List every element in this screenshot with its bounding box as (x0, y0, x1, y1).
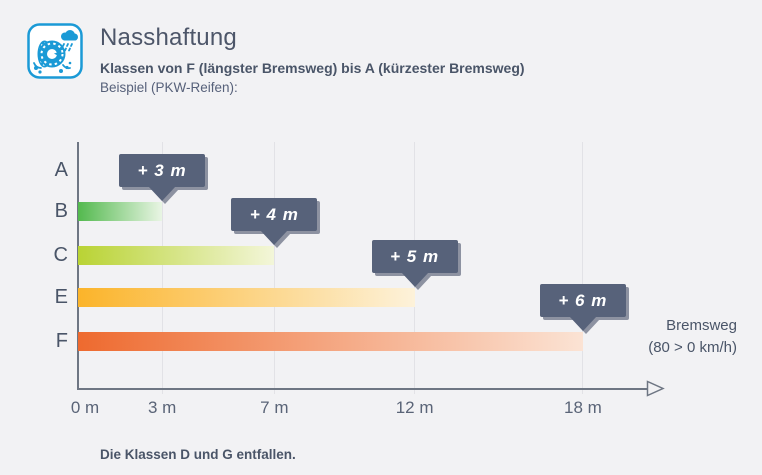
x-axis-caption-line2: (80 > 0 km/h) (648, 339, 737, 356)
chart-example-label: Beispiel (PKW-Reifen): (100, 80, 238, 95)
x-axis-line (77, 388, 648, 390)
bar-E (78, 288, 415, 307)
tooltip-B: + 3 m (119, 154, 206, 202)
chart-subtitle: Klassen von F (längster Bremsweg) bis A … (100, 60, 525, 76)
row-label-F: F (55, 330, 68, 352)
tooltip-F: + 6 m (539, 284, 626, 332)
bar-B (78, 202, 163, 221)
footer-note: Die Klassen D und G entfallen. (100, 447, 296, 462)
tooltip-E: + 5 m (371, 240, 458, 288)
tooltip-label-B: + 3 m (119, 154, 206, 187)
bar-C (78, 246, 275, 265)
tooltip-C: + 4 m (231, 198, 318, 246)
x-axis-arrow-icon (646, 380, 666, 402)
y-axis-line (77, 142, 79, 390)
x-tick-7m: 7 m (260, 398, 289, 417)
page-title: Nasshaftung (100, 24, 237, 51)
tooltip-label-F: + 6 m (539, 284, 626, 317)
x-tick-3m: 3 m (147, 398, 177, 417)
gridline-3m (161, 142, 163, 394)
row-label-C: C (53, 244, 68, 266)
tooltip-label-E: + 5 m (371, 240, 458, 273)
row-label-B: B (54, 200, 68, 222)
x-axis-caption-line1: Bremsweg (666, 317, 737, 334)
gridline-7m (273, 142, 275, 394)
wet-tire-rain-icon (27, 23, 83, 79)
x-tick-18m: 18 m (563, 398, 602, 417)
x-tick-0m: 0 m (70, 398, 100, 417)
x-tick-12m: 12 m (395, 398, 434, 417)
gridline-18m (582, 142, 584, 394)
tooltip-pointer-icon (260, 230, 289, 245)
x-axis-caption: Bremsweg (80 > 0 km/h) (577, 315, 737, 359)
tooltip-pointer-icon (568, 316, 597, 331)
row-label-E: E (54, 286, 68, 308)
tooltip-label-C: + 4 m (231, 198, 318, 231)
tooltip-pointer-icon (148, 186, 177, 201)
tooltip-pointer-icon (400, 272, 429, 287)
bar-F (78, 332, 583, 351)
row-label-A: A (54, 159, 68, 181)
